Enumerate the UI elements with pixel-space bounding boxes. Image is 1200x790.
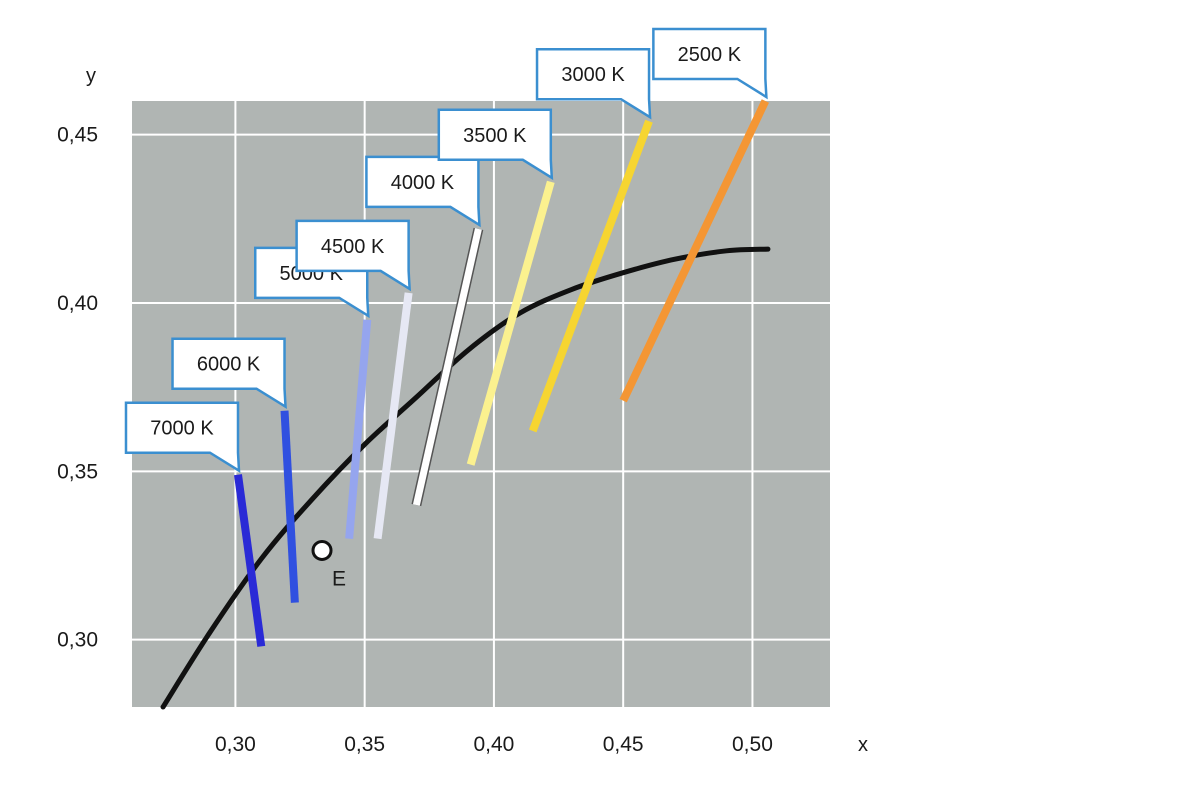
callout-6000-k: 6000 K [171, 337, 287, 410]
callout-box-3000-k [535, 47, 652, 120]
callout-box-7000-k [124, 401, 241, 474]
callout-text-7000-k: 7000 K [150, 418, 214, 440]
isotherm-3500-k [466, 180, 555, 466]
callout-3500-k: 3500 K [437, 108, 554, 181]
isotherm-line-3000-k [528, 119, 653, 433]
isotherm-line-6000-k [280, 410, 299, 603]
isotherm-line-5000-k [345, 319, 372, 539]
isotherm-4000-k [411, 227, 484, 507]
x-tick-label-0-30: 0,30 [215, 733, 256, 756]
callout-text-3000-k: 3000 K [561, 64, 625, 86]
x-axis-label: x [858, 734, 868, 756]
y-axis-label: y [86, 65, 96, 87]
isotherm-5000-k [345, 319, 372, 539]
isotherm-line-2500-k [619, 99, 769, 403]
isotherm-line-3500-k [466, 180, 555, 466]
x-tick-label-0-45: 0,45 [603, 733, 644, 756]
callout-3000-k: 3000 K [535, 47, 652, 120]
callout-2500-k: 2500 K [652, 27, 768, 100]
callout-box-3500-k [437, 108, 554, 181]
reference-points: E [311, 539, 346, 590]
isotherm-line-7000-k [234, 474, 266, 647]
callout-box-4500-k [295, 219, 411, 292]
tick-labels: 0,30 0,35 0,40 0,45 0,50 0,30 0,35 0,40 0,45 [57, 124, 773, 756]
x-tick-label-0-50: 0,50 [732, 733, 773, 756]
point-label-e: E [332, 567, 346, 590]
x-tick-label-0-35: 0,35 [344, 733, 385, 756]
callout-text-4500-k: 4500 K [321, 236, 385, 258]
isotherm-7000-k [234, 474, 266, 647]
isotherm-line-4500-k [373, 292, 413, 540]
isotherm-3000-k [528, 119, 653, 433]
grid-lines [132, 101, 830, 707]
callout-4000-k: 4000 K [365, 155, 481, 228]
callout-4500-k: 4500 K [295, 219, 411, 292]
x-tick-label-0-40: 0,40 [473, 733, 514, 756]
point-e [311, 539, 333, 561]
y-tick-label-0-30: 0,30 [57, 629, 98, 652]
callout-text-3500-k: 3500 K [463, 125, 527, 147]
isotherm-4500-k [373, 292, 413, 540]
isotherm-line-4000-k [412, 228, 482, 506]
callout-box-2500-k [652, 27, 768, 100]
isotherm-6000-k [280, 410, 299, 603]
callout-box-6000-k [171, 337, 287, 410]
isotherm-2500-k [619, 99, 769, 403]
callout-7000-k: 7000 K [124, 401, 241, 474]
isotherm-lines [234, 99, 769, 647]
callout-text-2500-k: 2500 K [678, 44, 742, 66]
callout-text-6000-k: 6000 K [197, 354, 261, 376]
y-tick-label-0-40: 0,40 [57, 292, 98, 315]
y-tick-label-0-45: 0,45 [57, 124, 98, 147]
callout-text-4000-k: 4000 K [391, 172, 455, 194]
y-tick-label-0-35: 0,35 [57, 460, 98, 483]
